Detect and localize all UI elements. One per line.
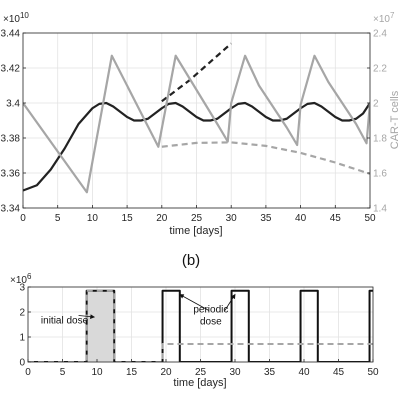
x-tick-label: 5 <box>60 367 66 378</box>
y-tick-label: 3.36 <box>1 169 21 180</box>
y2-multiplier-top: ×107 <box>373 11 395 25</box>
x-tick-label: 30 <box>229 367 241 378</box>
y-tick-label: 3.44 <box>1 29 21 40</box>
x-tick-label: 30 <box>226 213 238 224</box>
series-line-1 <box>161 42 232 103</box>
y2-axis-label-top: CAR-T cells <box>389 90 400 149</box>
x-tick-label: 50 <box>367 367 379 378</box>
x-axis-label-bottom: time [days] <box>173 377 226 389</box>
chart-bottom: 0 5 10 15 20 25 30 35 40 45 50 0 1 2 3 initial dose per… <box>10 272 379 389</box>
series-line-2 <box>23 54 370 194</box>
x-axis-label-top: time [days] <box>169 225 222 237</box>
y2-tick-label: 2.2 <box>373 64 387 75</box>
y2-tick-label: 1.6 <box>373 169 387 180</box>
x-tick-label: 20 <box>160 367 172 378</box>
annotation-text: initial dose <box>41 316 89 327</box>
y-tick-label: 3.34 <box>1 204 21 215</box>
x-tick-label: 35 <box>264 367 276 378</box>
x-tick-label: 25 <box>191 213 203 224</box>
y2-tick-label: 1.8 <box>373 134 387 145</box>
y-tick-label: 0 <box>19 358 25 369</box>
x-tick-label: 45 <box>330 213 342 224</box>
x-tick-label: 0 <box>20 213 26 224</box>
y2-tick-label: 2.4 <box>373 29 387 40</box>
series-line-3 <box>161 141 370 175</box>
y-multiplier-top: ×1010 <box>3 11 29 25</box>
x-tick-label: 20 <box>156 213 168 224</box>
series-line-1 <box>28 289 373 362</box>
x-tick-label: 10 <box>87 213 99 224</box>
x-tick-label: 5 <box>55 213 61 224</box>
initial-dose-region <box>86 290 115 362</box>
annotation-text: periodic <box>193 305 228 316</box>
y-tick-label: 2 <box>19 308 25 319</box>
y-tick-label: 3.4 <box>6 99 20 110</box>
x-tick-label: 45 <box>333 367 345 378</box>
annotation-arrow <box>179 294 210 311</box>
annotation-text: dose <box>200 317 222 328</box>
y-tick-label: 3.38 <box>1 134 21 145</box>
x-tick-label: 15 <box>122 213 134 224</box>
x-tick-label: 40 <box>295 213 307 224</box>
y-multiplier-bottom: ×106 <box>10 272 32 286</box>
series-line-0 <box>28 289 373 362</box>
y-tick-label: 3.42 <box>1 64 21 75</box>
x-tick-label: 25 <box>195 367 207 378</box>
x-tick-label: 40 <box>298 367 310 378</box>
y-tick-label: 1 <box>19 333 25 344</box>
annotation-arrow <box>78 314 96 320</box>
y2-tick-label: 1.4 <box>373 204 387 215</box>
x-tick-label: 35 <box>260 213 272 224</box>
x-tick-label: 0 <box>25 367 31 378</box>
panel-label-b: (b) <box>182 252 200 269</box>
x-tick-label: 50 <box>364 213 376 224</box>
annotation-arrow <box>224 293 236 311</box>
chart-top: 0 5 10 15 20 25 30 35 40 45 50 3.34 3.36 3.38 3.4 3.42 3… <box>1 11 400 269</box>
y-tick-label: 3 <box>19 283 25 294</box>
x-tick-label: 15 <box>126 367 138 378</box>
x-tick-label: 10 <box>91 367 103 378</box>
y2-tick-label: 2 <box>373 99 379 110</box>
